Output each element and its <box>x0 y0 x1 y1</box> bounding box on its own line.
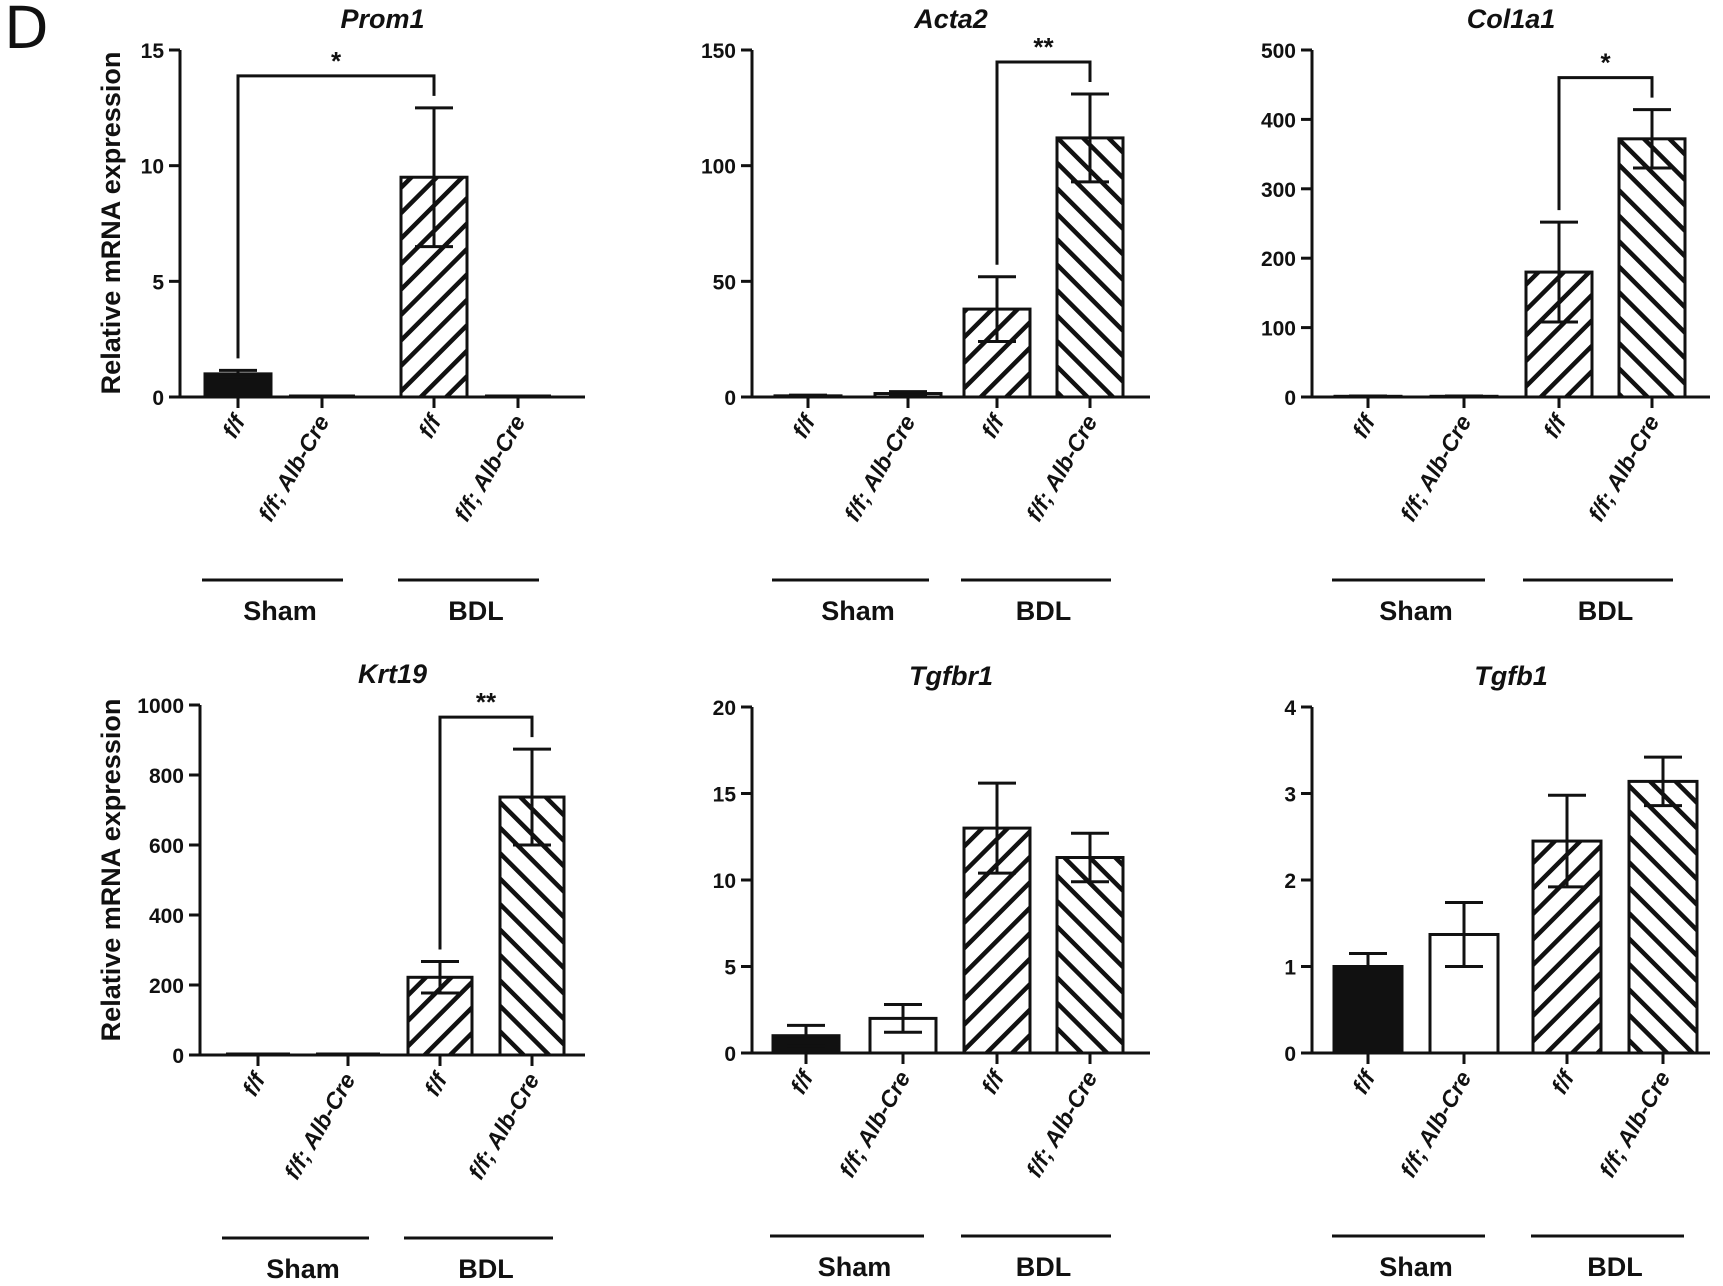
y-tick-label: 150 <box>701 40 736 63</box>
chart-title: Tgfb1 <box>1474 661 1548 691</box>
x-category-label: f/f <box>785 1064 820 1098</box>
y-tick-label: 10 <box>141 156 164 179</box>
y-tick-label: 500 <box>1261 40 1296 63</box>
significance-bracket <box>995 60 1092 265</box>
y-tick-label: 15 <box>141 40 165 63</box>
x-category-label: f/f; Alb-Cre <box>1583 410 1665 525</box>
y-tick-label: 20 <box>713 697 736 720</box>
y-tick-label: 800 <box>149 765 184 788</box>
x-category-label: f/f <box>976 1064 1011 1098</box>
significance-label: ** <box>476 687 497 717</box>
bar-3 <box>962 826 1032 1055</box>
x-category-label: f/f <box>1546 1064 1581 1098</box>
x-category-label: f/f <box>1347 1064 1382 1098</box>
chart-title: Prom1 <box>340 4 424 34</box>
group-label-sham: Sham <box>818 1252 892 1281</box>
y-tick-label: 0 <box>724 1043 736 1066</box>
y-tick-label: 0 <box>724 387 736 410</box>
y-tick-label: 100 <box>1261 318 1296 341</box>
group-label-bdl: BDL <box>1016 1252 1072 1281</box>
x-category-label: f/f; Alb-Cre <box>463 1068 545 1183</box>
bar-4 <box>1055 136 1125 399</box>
y-tick-label: 1000 <box>137 695 184 718</box>
x-category-label: f/f; Alb-Cre <box>1395 410 1477 525</box>
y-tick-label: 600 <box>149 835 184 858</box>
chart-title: Col1a1 <box>1467 4 1556 34</box>
y-tick-label: 400 <box>1261 109 1296 132</box>
chart-panel-acta2: Acta2 0 50 100 150 f/f f/f; Alb-Cre f/f f/f; Alb… <box>701 4 1150 626</box>
y-axis-label: Relative mRNA expression <box>96 52 126 395</box>
x-category-label: f/f; Alb-Cre <box>279 1068 361 1183</box>
x-category-label: f/f; Alb-Cre <box>1021 410 1103 525</box>
y-tick-label: 10 <box>713 870 736 893</box>
y-tick-label: 0 <box>172 1045 184 1068</box>
panel-letter: D <box>4 0 49 62</box>
x-category-label: f/f <box>237 1066 272 1100</box>
x-category-label: f/f <box>1347 408 1382 442</box>
group-label-sham: Sham <box>266 1254 340 1281</box>
y-tick-label: 5 <box>724 957 736 980</box>
significance-bracket <box>236 74 436 359</box>
x-category-label: f/f; Alb-Cre <box>1395 1066 1477 1181</box>
group-label-sham: Sham <box>243 596 317 626</box>
chart-title: Tgfbr1 <box>909 661 993 691</box>
y-tick-label: 200 <box>1261 248 1296 271</box>
chart-panel-col1a1: Col1a1 0 100 200 300 400 500 f/f f/f; Alb-Cre f/f… <box>1261 4 1710 626</box>
group-label-bdl: BDL <box>1578 596 1634 626</box>
significance-bracket <box>438 715 534 950</box>
y-tick-label: 15 <box>713 784 737 807</box>
group-label-bdl: BDL <box>1016 596 1072 626</box>
x-category-label: f/f <box>787 408 822 442</box>
group-label-bdl: BDL <box>458 1254 514 1281</box>
bar-4 <box>1055 856 1125 1055</box>
x-category-label: f/f; Alb-Cre <box>1021 1066 1103 1181</box>
y-tick-label: 0 <box>1284 387 1296 410</box>
y-axis-label: Relative mRNA expression <box>96 699 126 1042</box>
group-label-sham: Sham <box>1379 1252 1453 1281</box>
significance-label: * <box>331 46 342 76</box>
x-category-label: f/f; Alb-Cre <box>253 410 335 525</box>
x-category-label: f/f; Alb-Cre <box>449 410 531 525</box>
y-tick-label: 5 <box>152 271 164 294</box>
x-category-label: f/f; Alb-Cre <box>839 410 921 525</box>
y-tick-label: 1 <box>1284 957 1296 980</box>
x-category-label: f/f <box>1538 408 1573 442</box>
significance-label: ** <box>1033 32 1054 62</box>
chart-panel-tgfb1: Tgfb1 0 1 2 3 4 f/f f/f; Alb-Cre f/f f/f; Alb-Cre… <box>1284 661 1710 1282</box>
y-tick-label: 50 <box>713 271 736 294</box>
group-label-sham: Sham <box>821 596 895 626</box>
y-tick-label: 400 <box>149 905 184 928</box>
chart-panel-tgfbr1: Tgfbr1 0 5 10 15 20 f/f f/f; Alb-Cre f/f f/f; Alb… <box>713 661 1150 1282</box>
chart-title: Krt19 <box>358 659 427 689</box>
x-category-label: f/f <box>976 408 1011 442</box>
bar-4 <box>1617 137 1687 399</box>
y-tick-label: 100 <box>701 156 736 179</box>
significance-bracket <box>1557 76 1654 211</box>
x-category-label: f/f; Alb-Cre <box>1594 1066 1676 1181</box>
y-tick-label: 2 <box>1284 870 1296 893</box>
y-tick-label: 4 <box>1284 697 1296 720</box>
y-tick-label: 0 <box>152 387 164 410</box>
y-tick-label: 0 <box>1284 1043 1296 1066</box>
x-category-label: f/f <box>217 408 252 442</box>
group-label-bdl: BDL <box>1587 1252 1643 1281</box>
y-tick-label: 3 <box>1284 784 1296 807</box>
y-tick-label: 300 <box>1261 179 1296 202</box>
x-category-label: f/f <box>419 1066 454 1100</box>
y-tick-label: 200 <box>149 975 184 998</box>
significance-label: * <box>1600 48 1611 78</box>
group-label-bdl: BDL <box>448 596 504 626</box>
bar-4 <box>1627 779 1699 1055</box>
chart-panel-krt19: Krt19 Relative mRNA expression 0 200 400 600 8… <box>96 659 585 1284</box>
group-label-sham: Sham <box>1379 596 1453 626</box>
chart-title: Acta2 <box>913 4 988 34</box>
x-category-label: f/f <box>413 408 448 442</box>
x-category-label: f/f; Alb-Cre <box>834 1066 916 1181</box>
